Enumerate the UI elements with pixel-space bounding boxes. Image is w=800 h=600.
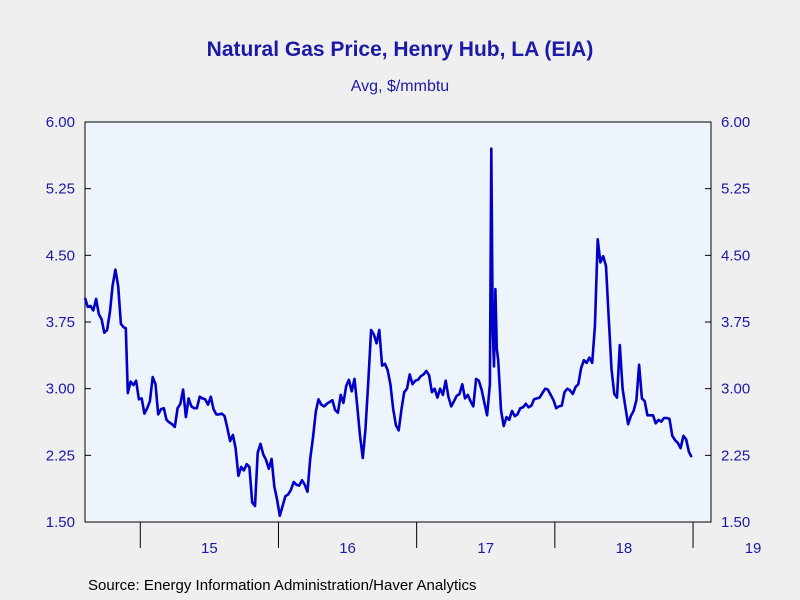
y-tick-label-left: 4.50	[46, 247, 75, 264]
y-tick-label-right: 6.00	[721, 114, 750, 131]
y-axis-right: 1.50 2.25 3.00 3.75 4.50 5.25 6.00	[705, 114, 750, 531]
x-tick-label: 18	[616, 540, 633, 557]
series-line	[83, 147, 693, 518]
y-tick-label-left: 1.50	[46, 514, 75, 531]
x-axis: 15 16 17 18 19	[139, 522, 762, 557]
y-tick-label-right: 1.50	[721, 514, 750, 531]
x-tick-label: 19	[745, 540, 762, 557]
y-tick-label-right: 3.75	[721, 314, 750, 331]
y-tick-label-right: 3.00	[721, 381, 750, 398]
x-tick-label: 16	[339, 540, 356, 557]
chart-subtitle: Avg, $/mmbtu	[350, 78, 450, 95]
y-tick-label-right: 4.50	[721, 247, 750, 264]
y-tick-label-left: 6.00	[46, 114, 75, 131]
y-tick-label-right: 5.25	[721, 181, 750, 198]
y-tick-label-right: 2.25	[721, 447, 750, 464]
x-tick-label: 15	[201, 540, 218, 557]
x-tick-label: 17	[477, 540, 494, 557]
y-tick-label-left: 2.25	[46, 447, 75, 464]
source-note: Source: Energy Information Administratio…	[88, 577, 477, 594]
y-tick-label-left: 3.00	[46, 381, 75, 398]
y-axis-left: 1.50 2.25 3.00 3.75 4.50 5.25 6.00	[46, 114, 91, 531]
plot-area	[84, 121, 712, 523]
y-tick-label-left: 3.75	[46, 314, 75, 331]
chart-title: Natural Gas Price, Henry Hub, LA (EIA)	[206, 38, 594, 61]
y-tick-label-left: 5.25	[46, 181, 75, 198]
